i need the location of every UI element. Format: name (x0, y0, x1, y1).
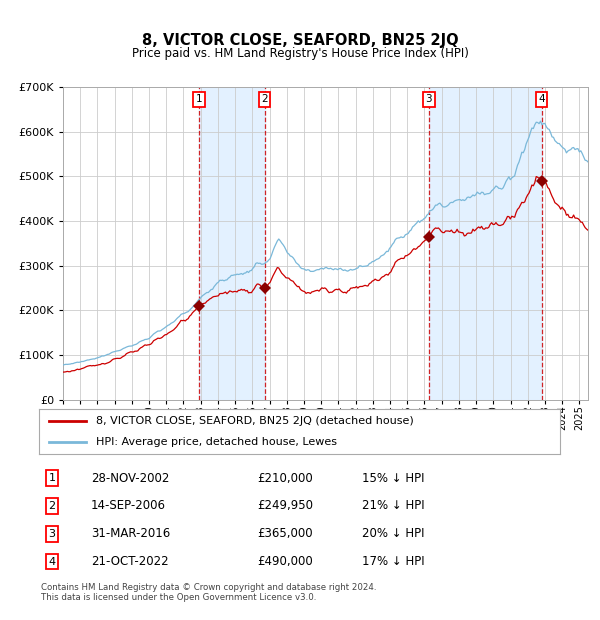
Text: 3: 3 (425, 94, 432, 104)
Text: 1: 1 (49, 473, 56, 483)
Text: 21-OCT-2022: 21-OCT-2022 (91, 555, 169, 568)
Bar (199, 87, 265, 400)
Text: 4: 4 (538, 94, 545, 104)
Text: £365,000: £365,000 (258, 527, 313, 540)
Text: 8, VICTOR CLOSE, SEAFORD, BN25 2JQ: 8, VICTOR CLOSE, SEAFORD, BN25 2JQ (142, 33, 458, 48)
Text: 31-MAR-2016: 31-MAR-2016 (91, 527, 170, 540)
Text: 2: 2 (261, 94, 268, 104)
Text: This data is licensed under the Open Government Licence v3.0.: This data is licensed under the Open Gov… (41, 593, 316, 602)
Text: 14-SEP-2006: 14-SEP-2006 (91, 500, 166, 513)
Text: £490,000: £490,000 (258, 555, 313, 568)
Text: 2: 2 (49, 501, 56, 511)
Text: 8, VICTOR CLOSE, SEAFORD, BN25 2JQ (detached house): 8, VICTOR CLOSE, SEAFORD, BN25 2JQ (deta… (96, 416, 414, 427)
Text: 20% ↓ HPI: 20% ↓ HPI (362, 527, 424, 540)
Bar (429, 87, 542, 400)
Text: £249,950: £249,950 (258, 500, 314, 513)
Text: £210,000: £210,000 (258, 472, 313, 485)
Text: 4: 4 (49, 557, 56, 567)
Text: 1: 1 (196, 94, 202, 104)
Text: 15% ↓ HPI: 15% ↓ HPI (362, 472, 424, 485)
Text: 21% ↓ HPI: 21% ↓ HPI (362, 500, 425, 513)
Text: HPI: Average price, detached house, Lewes: HPI: Average price, detached house, Lewe… (96, 436, 337, 447)
Text: Price paid vs. HM Land Registry's House Price Index (HPI): Price paid vs. HM Land Registry's House … (131, 48, 469, 60)
Text: 3: 3 (49, 529, 56, 539)
Text: Contains HM Land Registry data © Crown copyright and database right 2024.: Contains HM Land Registry data © Crown c… (41, 583, 376, 592)
Text: 17% ↓ HPI: 17% ↓ HPI (362, 555, 425, 568)
Text: 28-NOV-2002: 28-NOV-2002 (91, 472, 169, 485)
